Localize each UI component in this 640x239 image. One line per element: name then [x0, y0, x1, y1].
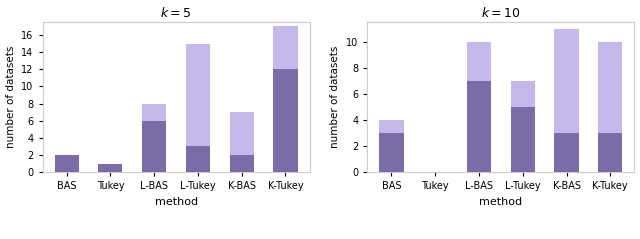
Bar — [554, 133, 579, 172]
Title: $k = 5$: $k = 5$ — [161, 5, 192, 20]
Bar — [511, 107, 535, 172]
Bar — [273, 69, 298, 172]
Y-axis label: number of datasets: number of datasets — [330, 46, 340, 148]
Bar — [380, 120, 404, 133]
X-axis label: method: method — [479, 197, 522, 207]
Bar — [598, 42, 622, 133]
Bar — [186, 146, 210, 172]
Bar — [142, 103, 166, 121]
Bar — [99, 163, 122, 172]
Bar — [186, 43, 210, 146]
Bar — [230, 112, 253, 155]
Bar — [598, 133, 622, 172]
Bar — [230, 155, 253, 172]
Title: $k = 10$: $k = 10$ — [481, 5, 521, 20]
Bar — [511, 81, 535, 107]
Y-axis label: number of datasets: number of datasets — [6, 46, 15, 148]
Bar — [467, 42, 491, 81]
Bar — [54, 155, 79, 172]
Bar — [467, 81, 491, 172]
Bar — [380, 133, 404, 172]
Bar — [142, 121, 166, 172]
Bar — [273, 26, 298, 69]
X-axis label: method: method — [154, 197, 198, 207]
Bar — [554, 29, 579, 133]
